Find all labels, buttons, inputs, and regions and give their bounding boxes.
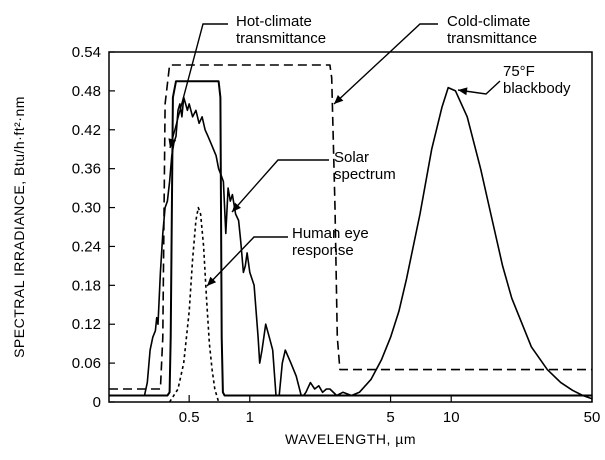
annotation-eye-line: response — [292, 242, 354, 259]
annotation-blackbody-arrowhead — [458, 87, 468, 96]
y-tick-label: 0.54 — [72, 44, 101, 61]
y-tick-label: 0 — [93, 394, 101, 411]
x-tick-label: 10 — [443, 409, 460, 426]
x-tick-label: 50 — [584, 409, 601, 426]
x-tick-label: 1 — [246, 409, 254, 426]
annotation-arrows — [168, 23, 501, 287]
plot-frame — [108, 51, 593, 403]
y-tick-label: 0.18 — [72, 277, 101, 294]
y-tick-label: 0.30 — [72, 200, 101, 217]
annotation-solar-line: spectrum — [334, 166, 396, 183]
annotation-cold-line: transmittance — [447, 30, 537, 47]
annotation-cold-arrowhead — [334, 94, 344, 104]
annotation-blackbody-line: blackbody — [503, 80, 571, 97]
annotation-solar-arrow — [231, 159, 329, 213]
y-axis-title: SPECTRAL IRRADIANCE, Btu/h·ft²·nm — [11, 96, 27, 358]
series-cold-line — [109, 64, 592, 390]
y-tick-label: 0.42 — [72, 122, 101, 139]
y-tick-label: 0.12 — [72, 316, 101, 333]
series-group — [109, 64, 593, 403]
annotation-cold-arrow — [333, 23, 438, 105]
annotation-solar-arrowhead — [232, 202, 241, 212]
x-tick-label: 0.5 — [179, 409, 200, 426]
annotation-hot-line: Hot-climate — [236, 13, 312, 30]
annotation-hot: Hot-climate transmittance — [236, 13, 326, 47]
y-tick-label: 0.24 — [72, 238, 101, 255]
x-tick-label: 5 — [386, 409, 394, 426]
annotation-solar-line: Solar — [334, 149, 369, 166]
series-solar-line — [109, 96, 573, 397]
annotation-cold-line: Cold-climate — [447, 13, 530, 30]
y-tick-label: 0.06 — [72, 355, 101, 372]
annotation-eye: Human eye response — [292, 225, 369, 259]
x-axis-title: WAVELENGTH, µm — [285, 431, 416, 447]
series-hot-line — [109, 80, 592, 397]
annotation-eye-arrowhead — [207, 276, 217, 286]
annotation-blackbody-arrow — [457, 80, 501, 95]
annotation-eye-line: Human eye — [292, 225, 369, 242]
annotation-hot-arrowhead — [168, 138, 177, 148]
annotation-hot-arrow — [169, 23, 228, 149]
annotation-eye-arrow — [206, 236, 288, 287]
annotation-blackbody-line: 75°F — [503, 63, 535, 80]
series-eye-line — [168, 206, 220, 403]
annotation-cold: Cold-climate transmittance — [447, 13, 537, 47]
series-blackbody-line — [351, 86, 593, 400]
annotation-hot-line: transmittance — [236, 30, 326, 47]
annotation-solar: Solar spectrum — [334, 149, 396, 183]
y-tick-label: 0.36 — [72, 161, 101, 178]
annotation-blackbody: 75°F blackbody — [503, 63, 571, 97]
y-tick-label: 0.48 — [72, 83, 101, 100]
axes-group: 0 0.06 0.12 0.18 0.24 0.30 0.36 0.42 0.48 0.54 0.5… — [72, 44, 601, 426]
